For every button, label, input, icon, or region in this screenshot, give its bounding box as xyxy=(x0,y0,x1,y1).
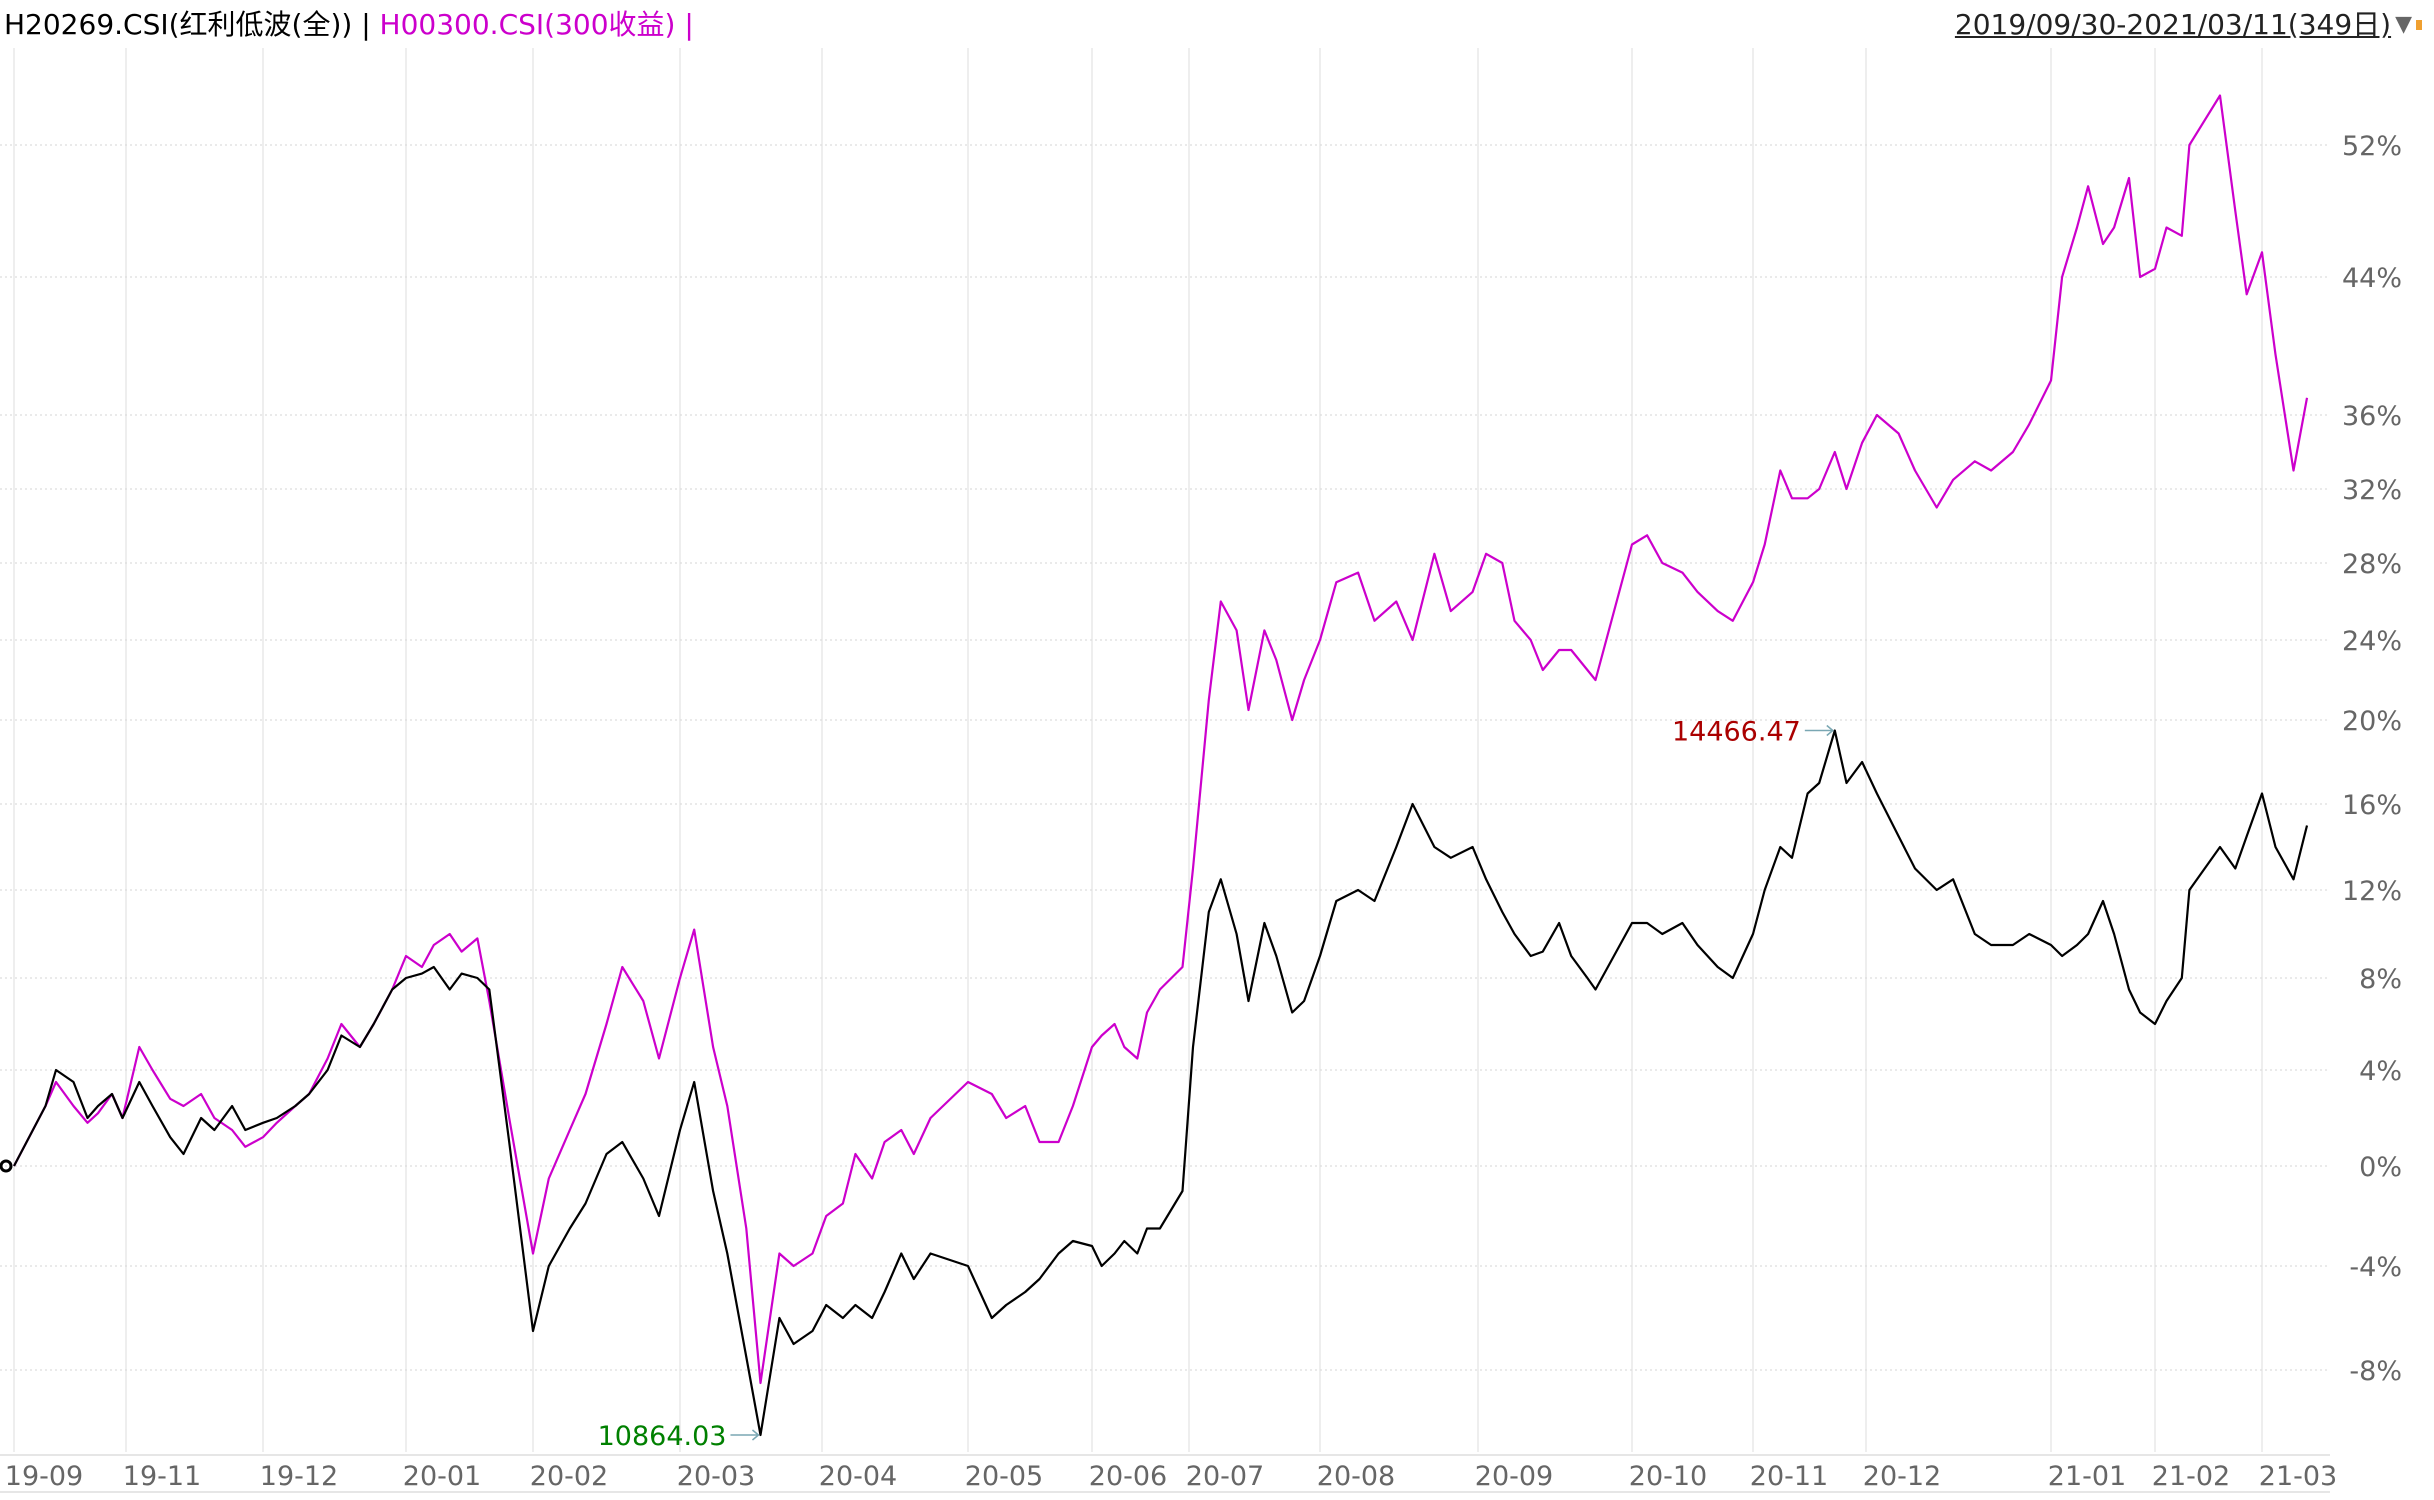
y-tick-label: 24% xyxy=(2342,626,2402,657)
x-tick-label: 20-05 xyxy=(965,1461,1043,1492)
y-tick-label: 32% xyxy=(2342,475,2402,506)
annotations: 14466.47 10864.03 xyxy=(598,717,1835,1452)
start-marker xyxy=(0,1159,13,1173)
x-tick-label: 19-12 xyxy=(260,1461,338,1492)
y-tick-label: 4% xyxy=(2359,1056,2402,1087)
x-tick-label: 20-07 xyxy=(1186,1461,1264,1492)
x-tick-label: 20-09 xyxy=(1475,1461,1553,1492)
x-tick-label: 21-02 xyxy=(2152,1461,2230,1492)
legend-item: H00300.CSI(300收益) xyxy=(379,8,676,41)
triangle-down-icon[interactable]: ▼ xyxy=(2395,12,2412,37)
x-axis: 19-09 19-11 19-12 20-01 20-02 20-03 20-04 20-05… xyxy=(5,1461,2337,1492)
legend: H20269.CSI(红利低波(全)) | H00300.CSI(300收益) … xyxy=(4,8,694,42)
x-tick-label: 20-04 xyxy=(819,1461,897,1492)
y-axis: 52% 44% 36% 32% 28% 24% 20% 16% 12% 8% 4% 0% -4% -8% xyxy=(2342,131,2402,1387)
legend-item: | xyxy=(675,8,694,41)
x-tick-label: 20-03 xyxy=(677,1461,755,1492)
series-line xyxy=(13,729,2309,1437)
x-tick-label: 20-06 xyxy=(1089,1461,1167,1492)
x-tick-label: 20-11 xyxy=(1750,1461,1828,1492)
range-marker-icon xyxy=(2416,20,2422,30)
y-tick-label: 8% xyxy=(2359,964,2402,995)
x-tick-label: 21-01 xyxy=(2048,1461,2126,1492)
chart-header: H20269.CSI(红利低波(全)) | H00300.CSI(300收益) … xyxy=(0,0,2434,46)
y-tick-label: 16% xyxy=(2342,790,2402,821)
y-tick-label: 52% xyxy=(2342,131,2402,162)
annotation-label: 14466.47 xyxy=(1672,717,1801,748)
annotation-label: 10864.03 xyxy=(598,1421,727,1452)
annotation-arrow-icon xyxy=(1826,724,1835,737)
x-tick-label: 20-10 xyxy=(1629,1461,1707,1492)
x-tick-label: 20-12 xyxy=(1863,1461,1941,1492)
date-range-text[interactable]: 2019/09/30-2021/03/11(349日) xyxy=(1954,8,2392,41)
y-tick-label: 12% xyxy=(2342,876,2402,907)
x-tick-label: 20-01 xyxy=(403,1461,481,1492)
x-tick-label: 21-03 xyxy=(2259,1461,2337,1492)
y-tick-label: 44% xyxy=(2342,263,2402,294)
series-line xyxy=(13,94,2309,1385)
x-tick-label: 20-08 xyxy=(1317,1461,1395,1492)
y-tick-label: 28% xyxy=(2342,549,2402,580)
legend-item: H20269.CSI(红利低波(全)) xyxy=(4,8,353,41)
y-tick-label: 36% xyxy=(2342,401,2402,432)
x-tick-label: 19-11 xyxy=(123,1461,201,1492)
series-lines xyxy=(0,94,2309,1437)
gridlines xyxy=(0,48,2330,1493)
annotation-arrow-icon xyxy=(751,1429,760,1441)
x-tick-label: 20-02 xyxy=(530,1461,608,1492)
date-range[interactable]: 2019/09/30-2021/03/11(349日) ▼ xyxy=(1955,8,2422,42)
y-tick-label: -8% xyxy=(2349,1356,2402,1387)
legend-item: | xyxy=(352,8,380,41)
y-tick-label: -4% xyxy=(2349,1252,2402,1283)
y-tick-label: 0% xyxy=(2359,1152,2402,1183)
x-tick-label: 19-09 xyxy=(5,1461,83,1492)
y-tick-label: 20% xyxy=(2342,706,2402,737)
